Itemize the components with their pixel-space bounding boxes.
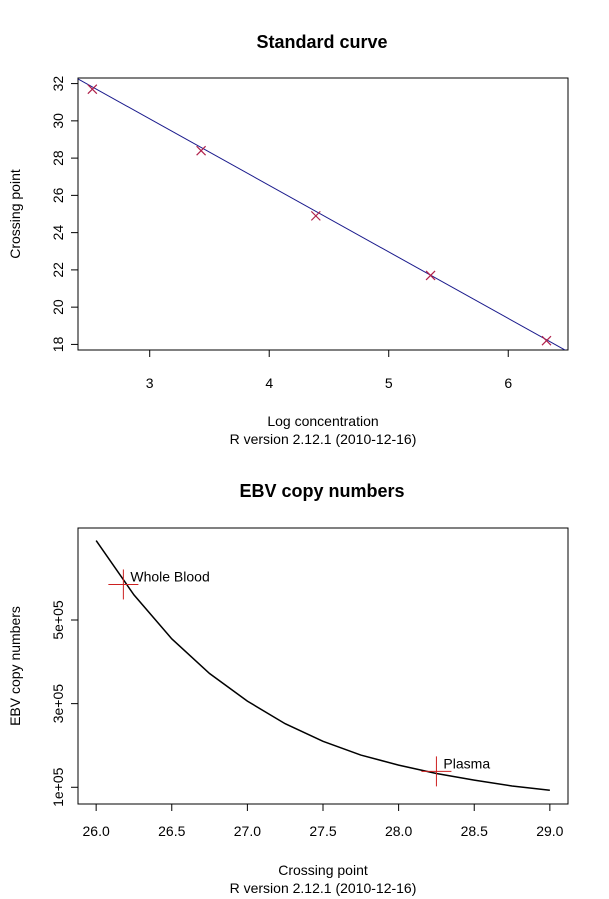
y-axis-label: EBV copy numbers (7, 606, 23, 726)
standard-curve-chart: Standard curve 3 4 5 6 18 20 22 24 26 28 30 32 Log … (7, 32, 569, 447)
sample-point-plus-marker (108, 569, 139, 600)
data-point-x-marker (425, 270, 436, 281)
data-points-layer: Whole Blood Plasma (108, 568, 490, 787)
y-tick-label: 30 (50, 113, 66, 129)
chart-subtitle: R version 2.12.1 (2010-12-16) (230, 880, 417, 896)
x-axis-label: Crossing point (278, 862, 368, 878)
axis-ticks: 26.0 26.5 27.0 27.5 28.0 28.5 29.0 1e+05 3e+05 5e… (50, 600, 564, 839)
x-tick-label: 27.5 (309, 823, 336, 839)
chart-title: EBV copy numbers (239, 481, 404, 501)
y-tick-label: 18 (50, 336, 66, 352)
plot-frame (77, 77, 569, 351)
copy-number-curve (95, 540, 550, 791)
chart-title: Standard curve (256, 32, 387, 52)
x-tick-label: 26.0 (83, 823, 110, 839)
x-tick-label: 27.0 (234, 823, 261, 839)
sample-point-plus-marker (421, 756, 452, 787)
y-tick-label: 5e+05 (50, 600, 66, 640)
data-point-x-marker (310, 210, 321, 221)
data-point-x-marker (87, 84, 98, 95)
x-tick-label: 6 (504, 375, 512, 391)
y-tick-label: 24 (50, 225, 66, 241)
data-point-x-marker (541, 335, 552, 346)
data-points-layer (87, 84, 552, 346)
data-point-x-marker (196, 145, 207, 156)
x-tick-label: 4 (265, 375, 273, 391)
x-tick-label: 28.5 (461, 823, 488, 839)
chart-subtitle: R version 2.12.1 (2010-12-16) (230, 431, 417, 447)
y-tick-label: 28 (50, 150, 66, 166)
y-tick-label: 26 (50, 187, 66, 203)
x-tick-label: 3 (146, 375, 154, 391)
axis-ticks: 3 4 5 6 18 20 22 24 26 28 30 32 (50, 76, 512, 391)
y-tick-label: 3e+05 (50, 684, 66, 724)
fit-line (78, 78, 567, 350)
y-tick-label: 1e+05 (50, 767, 66, 807)
y-tick-label: 20 (50, 299, 66, 315)
x-tick-label: 26.5 (158, 823, 185, 839)
fit-line-layer (78, 78, 567, 350)
y-tick-label: 22 (50, 262, 66, 278)
sample-point-label: Plasma (443, 755, 490, 771)
curve-layer (95, 540, 550, 791)
y-axis-label: Crossing point (7, 169, 23, 259)
x-tick-label: 5 (385, 375, 393, 391)
x-tick-label: 29.0 (536, 823, 563, 839)
ebv-copy-numbers-chart: EBV copy numbers 26.0 26.5 27.0 27.5 28.0 28.… (7, 481, 569, 896)
x-tick-label: 28.0 (385, 823, 412, 839)
x-axis-label: Log concentration (267, 413, 378, 429)
sample-point-label: Whole Blood (130, 568, 209, 584)
y-tick-label: 32 (50, 76, 66, 92)
